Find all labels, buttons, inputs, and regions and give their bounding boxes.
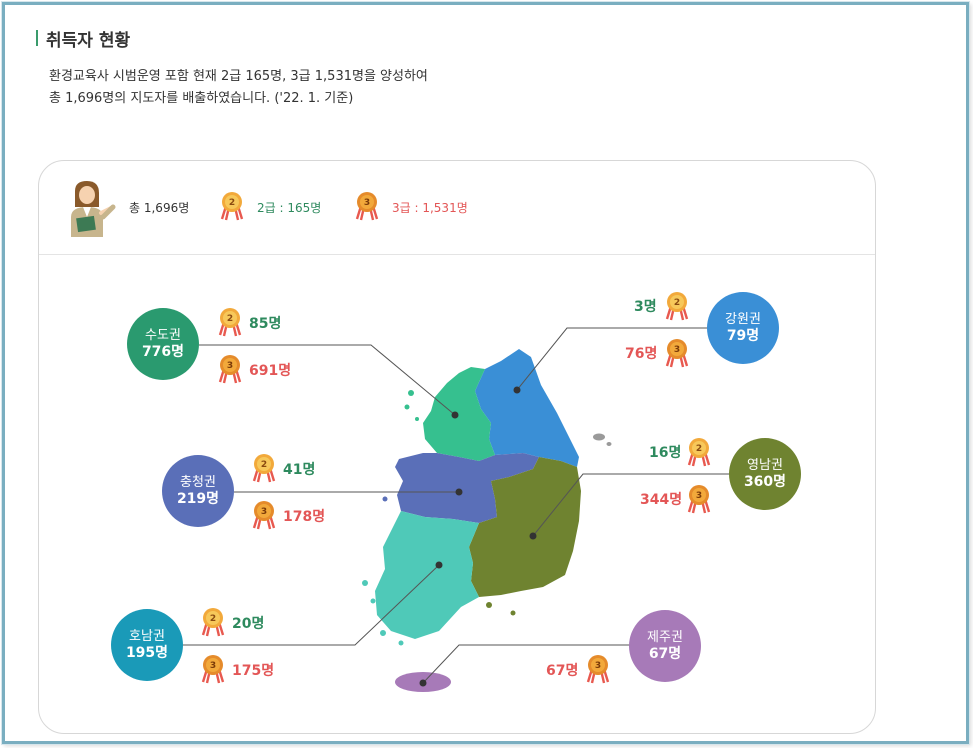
medal-icon: 2 (252, 454, 276, 483)
medal-icon: 2 (201, 608, 225, 637)
region-total: 195명 (125, 644, 169, 661)
region-dot-jeju (419, 679, 427, 687)
medal-icon: 3 (665, 339, 689, 368)
island-ulleung (593, 433, 605, 441)
medal-digit: 3 (595, 661, 601, 671)
stats-card: 총 1,696명 2 2급 : 165명 3 3급 : 1,531명 (38, 160, 876, 734)
medal-digit: 2 (227, 314, 233, 324)
region-total: 776명 (141, 343, 185, 360)
island-marker (415, 417, 419, 421)
region-dot-honam (435, 561, 443, 569)
medal-icon: 3 (252, 501, 276, 530)
region-dots (419, 386, 537, 687)
region-level2: 41명 (283, 462, 316, 478)
section-description: 환경교육사 시범운영 포함 현재 2급 165명, 3급 1,531명을 양성하… (49, 66, 428, 110)
region-name: 충청권 (180, 474, 216, 490)
section-title: 취득자 현황 (46, 30, 131, 51)
medal-digit: 2 (674, 298, 680, 308)
medal-icon: 3 (355, 192, 379, 221)
heading-bar (36, 30, 38, 46)
region-name: 제주권 (647, 629, 683, 645)
map-region-sudo (423, 367, 495, 461)
map-region-honam (375, 511, 479, 639)
island-marker (486, 602, 492, 608)
region-name: 강원권 (725, 311, 761, 327)
medal-icon: 3 (201, 655, 225, 684)
island-marker (404, 404, 410, 410)
medal-icon: 3 (586, 655, 610, 684)
island-marker (362, 580, 368, 586)
island-marker (398, 640, 404, 646)
region-total: 219명 (176, 490, 220, 507)
medal-icon: 2 (218, 308, 242, 337)
region-badge-chungcheong: 충청권 219명 (162, 455, 234, 527)
region-level3: 175명 (232, 663, 275, 679)
medal-digit: 3 (364, 198, 370, 208)
medal-icon: 2 (220, 192, 244, 221)
region-level3: 691명 (249, 363, 292, 379)
region-level3: 178명 (283, 509, 326, 525)
medal-digit: 2 (229, 198, 235, 208)
region-badge-gangwon: 강원권 79명 (707, 292, 779, 364)
section-heading: 취득자 현황 (36, 28, 131, 51)
legend-bar: 총 1,696명 2 2급 : 165명 3 3급 : 1,531명 (39, 161, 875, 255)
legend-level3: 3급 : 1,531명 (392, 201, 468, 215)
region-badge-jeju: 제주권 67명 (629, 610, 701, 682)
medal-icon: 2 (687, 438, 711, 467)
region-level2: 16명 (649, 445, 682, 461)
region-total: 360명 (743, 473, 787, 490)
description-line-1: 환경교육사 시범운영 포함 현재 2급 165명, 3급 1,531명을 양성하… (49, 69, 428, 84)
region-total: 79명 (726, 327, 760, 344)
region-dot-gangwon (513, 386, 521, 394)
region-badge-honam: 호남권 195명 (111, 609, 183, 681)
region-dot-chungcheong (455, 488, 463, 496)
medal-digit: 3 (696, 491, 702, 501)
island-marker (380, 630, 386, 636)
region-level2: 20명 (232, 616, 265, 632)
region-level3: 76명 (625, 346, 658, 362)
region-badge-yeongnam: 영남권 360명 (729, 438, 801, 510)
region-name: 호남권 (129, 628, 165, 644)
map-region-chungcheong (395, 453, 539, 523)
region-badge-sudo: 수도권 776명 (127, 308, 199, 380)
island-marker (370, 598, 376, 604)
legend-total: 총 1,696명 (129, 201, 190, 215)
medal-digit: 2 (210, 614, 216, 624)
island-marker (382, 496, 388, 502)
region-name: 영남권 (747, 457, 783, 473)
description-line-2: 총 1,696명의 지도자를 배출하였습니다. ('22. 1. 기준) (49, 91, 354, 106)
region-dot-sudo (451, 411, 459, 419)
map-region-yeongnam (469, 457, 581, 597)
medal-digit: 3 (674, 345, 680, 355)
region-level2: 3명 (634, 299, 657, 315)
medal-digit: 2 (696, 444, 702, 454)
island-marker (510, 610, 516, 616)
legend-level2: 2급 : 165명 (257, 201, 322, 215)
korea-region-map (179, 327, 729, 692)
region-level2: 85명 (249, 316, 282, 332)
region-level3: 67명 (546, 663, 579, 679)
region-level3: 344명 (640, 492, 683, 508)
medal-digit: 3 (261, 507, 267, 517)
region-total: 67명 (648, 645, 682, 662)
medal-icon: 2 (665, 292, 689, 321)
region-dot-yeongnam (529, 532, 537, 540)
leader-lines (179, 327, 729, 684)
map-region-gangwon (475, 349, 579, 467)
region-name: 수도권 (145, 327, 181, 343)
island-dokdo (606, 442, 612, 446)
medal-digit: 2 (261, 460, 267, 470)
medal-icon: 3 (687, 485, 711, 514)
island-marker (408, 390, 414, 396)
medal-digit: 3 (210, 661, 216, 671)
medal-icon: 3 (218, 355, 242, 384)
medal-digit: 3 (227, 361, 233, 371)
teacher-icon (71, 181, 116, 237)
